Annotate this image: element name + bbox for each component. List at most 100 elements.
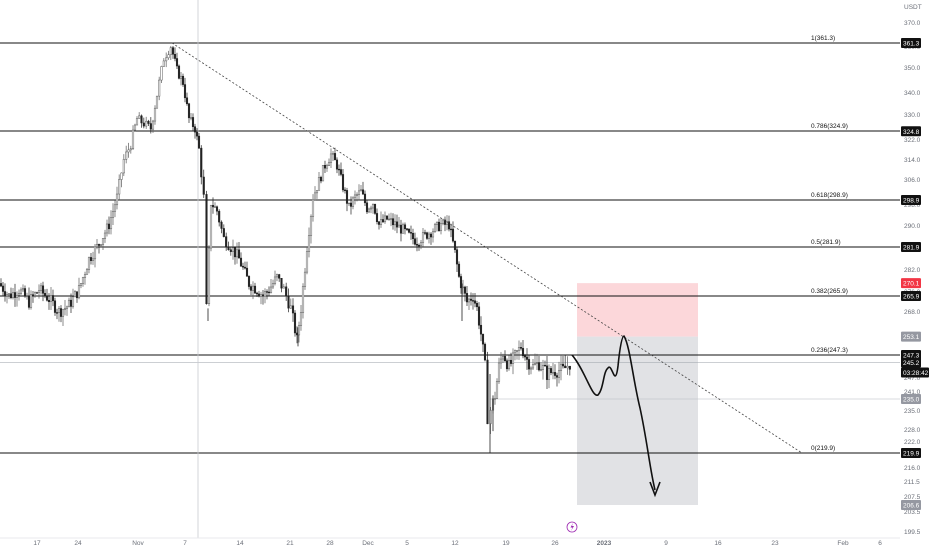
candle: [39, 282, 43, 295]
candle-body: [160, 66, 163, 81]
candle-body: [305, 251, 309, 273]
candle-body: [353, 194, 357, 199]
candle: [257, 290, 261, 298]
candle-body: [539, 369, 543, 371]
candle: [147, 119, 150, 127]
price-axis[interactable]: USDT370.0360.0350.0340.0330.0322.0314.03…: [900, 0, 932, 538]
candle: [89, 253, 93, 265]
price-tag-background: [901, 278, 921, 289]
candle: [101, 238, 105, 250]
candle-body: [515, 350, 519, 352]
candle-body: [140, 115, 143, 124]
candle-body: [439, 223, 443, 232]
candle: [109, 210, 113, 235]
candle-body: [389, 218, 393, 220]
candle-body: [17, 293, 21, 296]
candle: [509, 352, 513, 367]
candle-body: [545, 365, 549, 380]
candle-body: [225, 236, 228, 247]
candle-body: [193, 126, 197, 133]
time-tick-label: 17: [33, 540, 41, 547]
candle: [467, 297, 471, 310]
candle: [31, 290, 35, 303]
candle: [169, 45, 172, 61]
candle-body: [391, 218, 395, 226]
candle-body: [303, 271, 307, 287]
price-tag-background: [901, 195, 921, 205]
candle: [299, 304, 303, 331]
candle-body: [135, 118, 139, 126]
candle: [389, 212, 393, 227]
price-tick-label: 314.0: [904, 157, 921, 164]
candle: [341, 169, 345, 193]
candle: [115, 186, 119, 210]
candle: [59, 305, 63, 323]
candle-body: [107, 223, 111, 230]
candle-body: [125, 151, 128, 160]
price-tag: 265.9: [901, 291, 921, 301]
candle-body: [429, 233, 433, 238]
candle: [113, 200, 117, 218]
candle: [291, 298, 295, 322]
candle: [471, 293, 475, 310]
candle-body: [79, 283, 83, 286]
candle-body: [441, 219, 445, 224]
candle-body: [57, 308, 61, 313]
candle: [445, 215, 449, 231]
candle: [91, 251, 95, 265]
price-tick-label: 340.0: [904, 90, 921, 97]
candle-body: [61, 309, 65, 317]
price-tick-label: 306.0: [904, 177, 921, 184]
candle-body: [323, 164, 327, 169]
candle: [222, 224, 225, 238]
candle-body: [162, 60, 165, 67]
candle: [241, 262, 245, 270]
candle-body: [239, 257, 243, 267]
candle: [355, 192, 359, 202]
candle-body: [329, 153, 333, 163]
candle-body: [339, 169, 343, 175]
candle-body: [195, 131, 199, 137]
time-axis[interactable]: 17 24 Nov 7 14 21 28 Dec 5 12 19 26 2023 9 16 23 Feb 6: [0, 521, 900, 547]
candle: [183, 77, 187, 103]
candle: [511, 348, 515, 375]
candle: [505, 358, 509, 372]
candle: [335, 157, 339, 174]
candle-body: [525, 356, 529, 360]
candle-body: [269, 286, 273, 293]
candle: [507, 355, 511, 371]
candle: [427, 231, 431, 244]
candle: [497, 357, 501, 384]
candle: [160, 65, 163, 84]
candle-body: [457, 263, 461, 277]
candle: [15, 291, 19, 307]
candle-body: [233, 247, 237, 258]
candle: [347, 202, 351, 207]
candle-body: [455, 249, 459, 265]
candle: [409, 225, 413, 240]
candle-body: [363, 193, 367, 204]
candle-body: [25, 295, 29, 298]
candle-body: [419, 242, 423, 246]
candle-body: [35, 292, 39, 294]
candle-body: [21, 288, 25, 291]
candle: [343, 187, 347, 194]
candle-body: [445, 221, 449, 225]
candle: [319, 175, 323, 184]
candle-body: [385, 215, 389, 220]
time-tick-label: 24: [74, 540, 82, 547]
candle: [9, 287, 13, 300]
candle: [351, 196, 355, 210]
candle: [151, 119, 155, 133]
candle-body: [65, 306, 69, 309]
price-tick-label: 322.0: [904, 137, 921, 144]
candle: [331, 150, 335, 161]
candle: [405, 228, 409, 231]
candle: [177, 64, 181, 80]
candle: [501, 353, 505, 364]
candle-body: [245, 267, 249, 277]
candle-body: [351, 197, 355, 207]
candle-body: [73, 291, 77, 298]
